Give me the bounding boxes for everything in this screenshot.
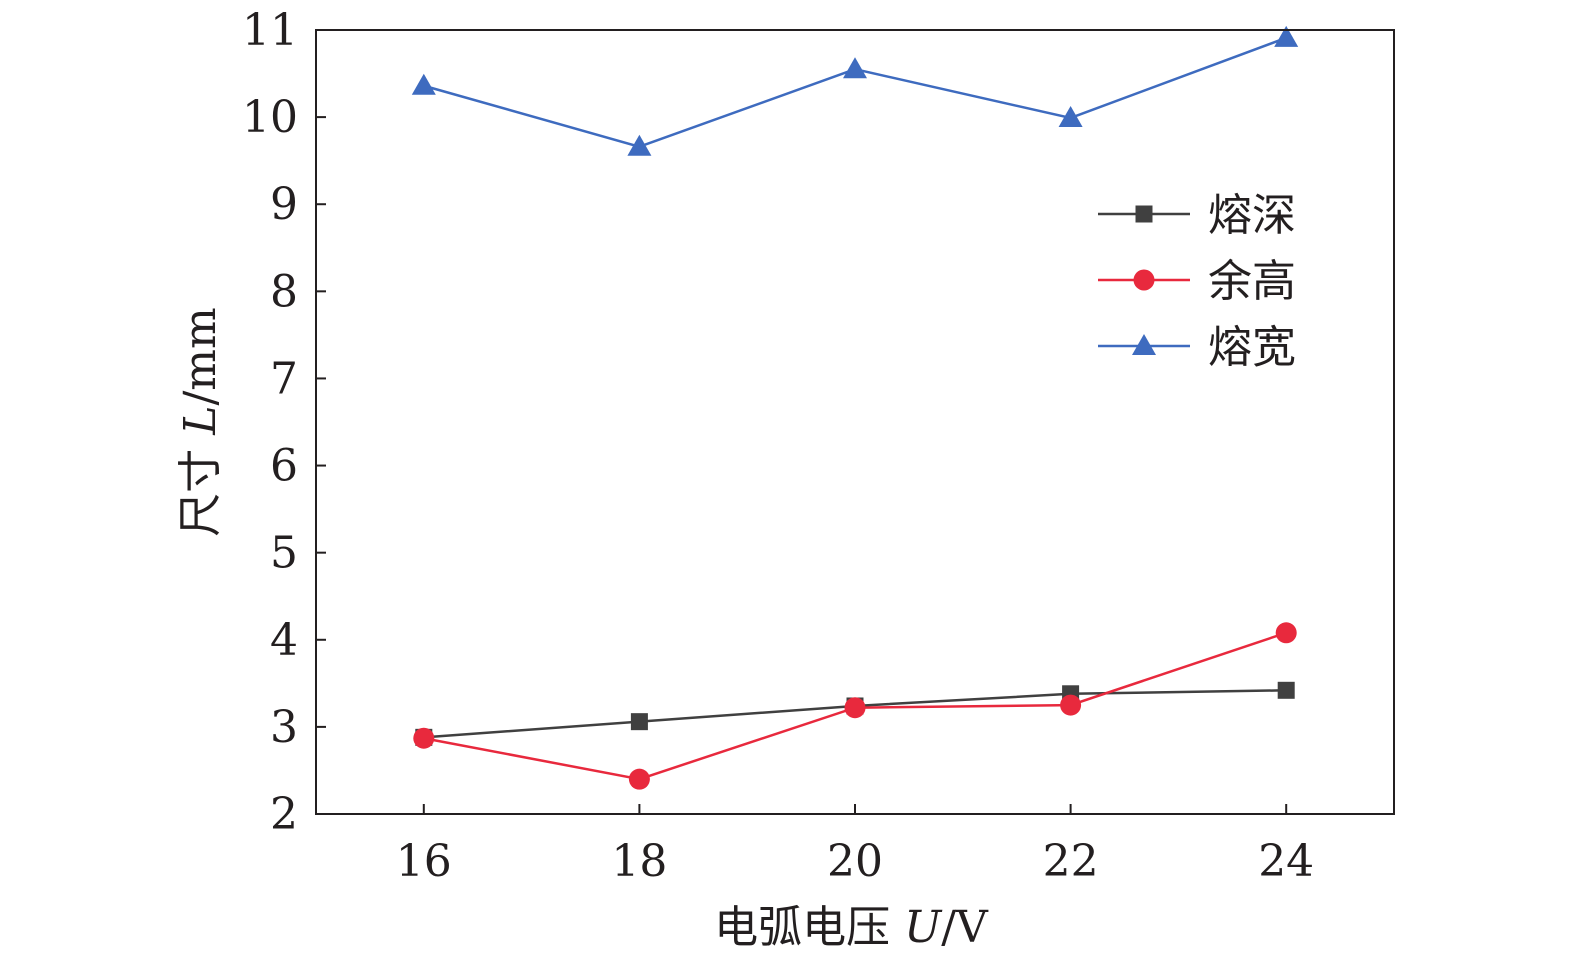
series-3 — [411, 25, 1299, 156]
legend-item: 熔深 — [1098, 190, 1296, 241]
series-2 — [413, 622, 1297, 790]
tick-marks — [316, 29, 1288, 815]
data-point — [411, 73, 436, 95]
x-tick-label: 22 — [1043, 836, 1099, 887]
data-point — [627, 134, 652, 156]
plot-frame — [315, 29, 1395, 815]
data-point — [1060, 694, 1082, 716]
data-point — [843, 57, 867, 79]
y-axis-title: 尺寸 L/mm — [175, 307, 226, 537]
legend-marker — [1135, 205, 1153, 223]
data-point — [1058, 105, 1083, 127]
x-tick-labels: 16 18 20 22 24 — [396, 836, 1314, 887]
y-tick-label: 11 — [242, 5, 298, 56]
y-tick-label: 4 — [270, 615, 298, 666]
x-tick-label: 24 — [1258, 836, 1314, 887]
data-point — [1277, 681, 1295, 699]
y-tick-label: 8 — [270, 266, 298, 317]
data-point — [844, 697, 866, 719]
x-tick-label: 16 — [396, 836, 452, 887]
legend-item: 余高 — [1098, 256, 1296, 307]
data-point — [1274, 25, 1299, 47]
y-tick-label: 9 — [270, 179, 298, 230]
series-layer — [411, 25, 1299, 790]
y-tick-label: 10 — [242, 92, 298, 143]
y-tick-label: 6 — [270, 441, 298, 492]
legend-item: 熔宽 — [1098, 322, 1296, 373]
data-point — [628, 768, 650, 790]
y-tick-labels: 2 3 4 5 6 7 8 9 10 11 — [242, 5, 298, 840]
legend-marker — [1132, 334, 1156, 355]
y-tick-label: 7 — [270, 353, 298, 404]
y-tick-label: 5 — [270, 528, 298, 579]
data-point — [413, 727, 435, 749]
x-tick-label: 18 — [611, 836, 667, 887]
y-tick-label: 2 — [270, 789, 298, 840]
y-tick-label: 3 — [270, 702, 298, 753]
series-line — [423, 36, 1287, 149]
legend-label: 熔宽 — [1208, 322, 1296, 373]
data-point — [1275, 622, 1297, 644]
data-point — [630, 713, 648, 731]
legend-label: 余高 — [1208, 256, 1296, 307]
x-axis-title: 电弧电压 U/V — [714, 902, 989, 953]
legend-marker — [1133, 269, 1155, 291]
legend-label: 熔深 — [1208, 190, 1296, 241]
x-tick-label: 20 — [827, 836, 883, 887]
